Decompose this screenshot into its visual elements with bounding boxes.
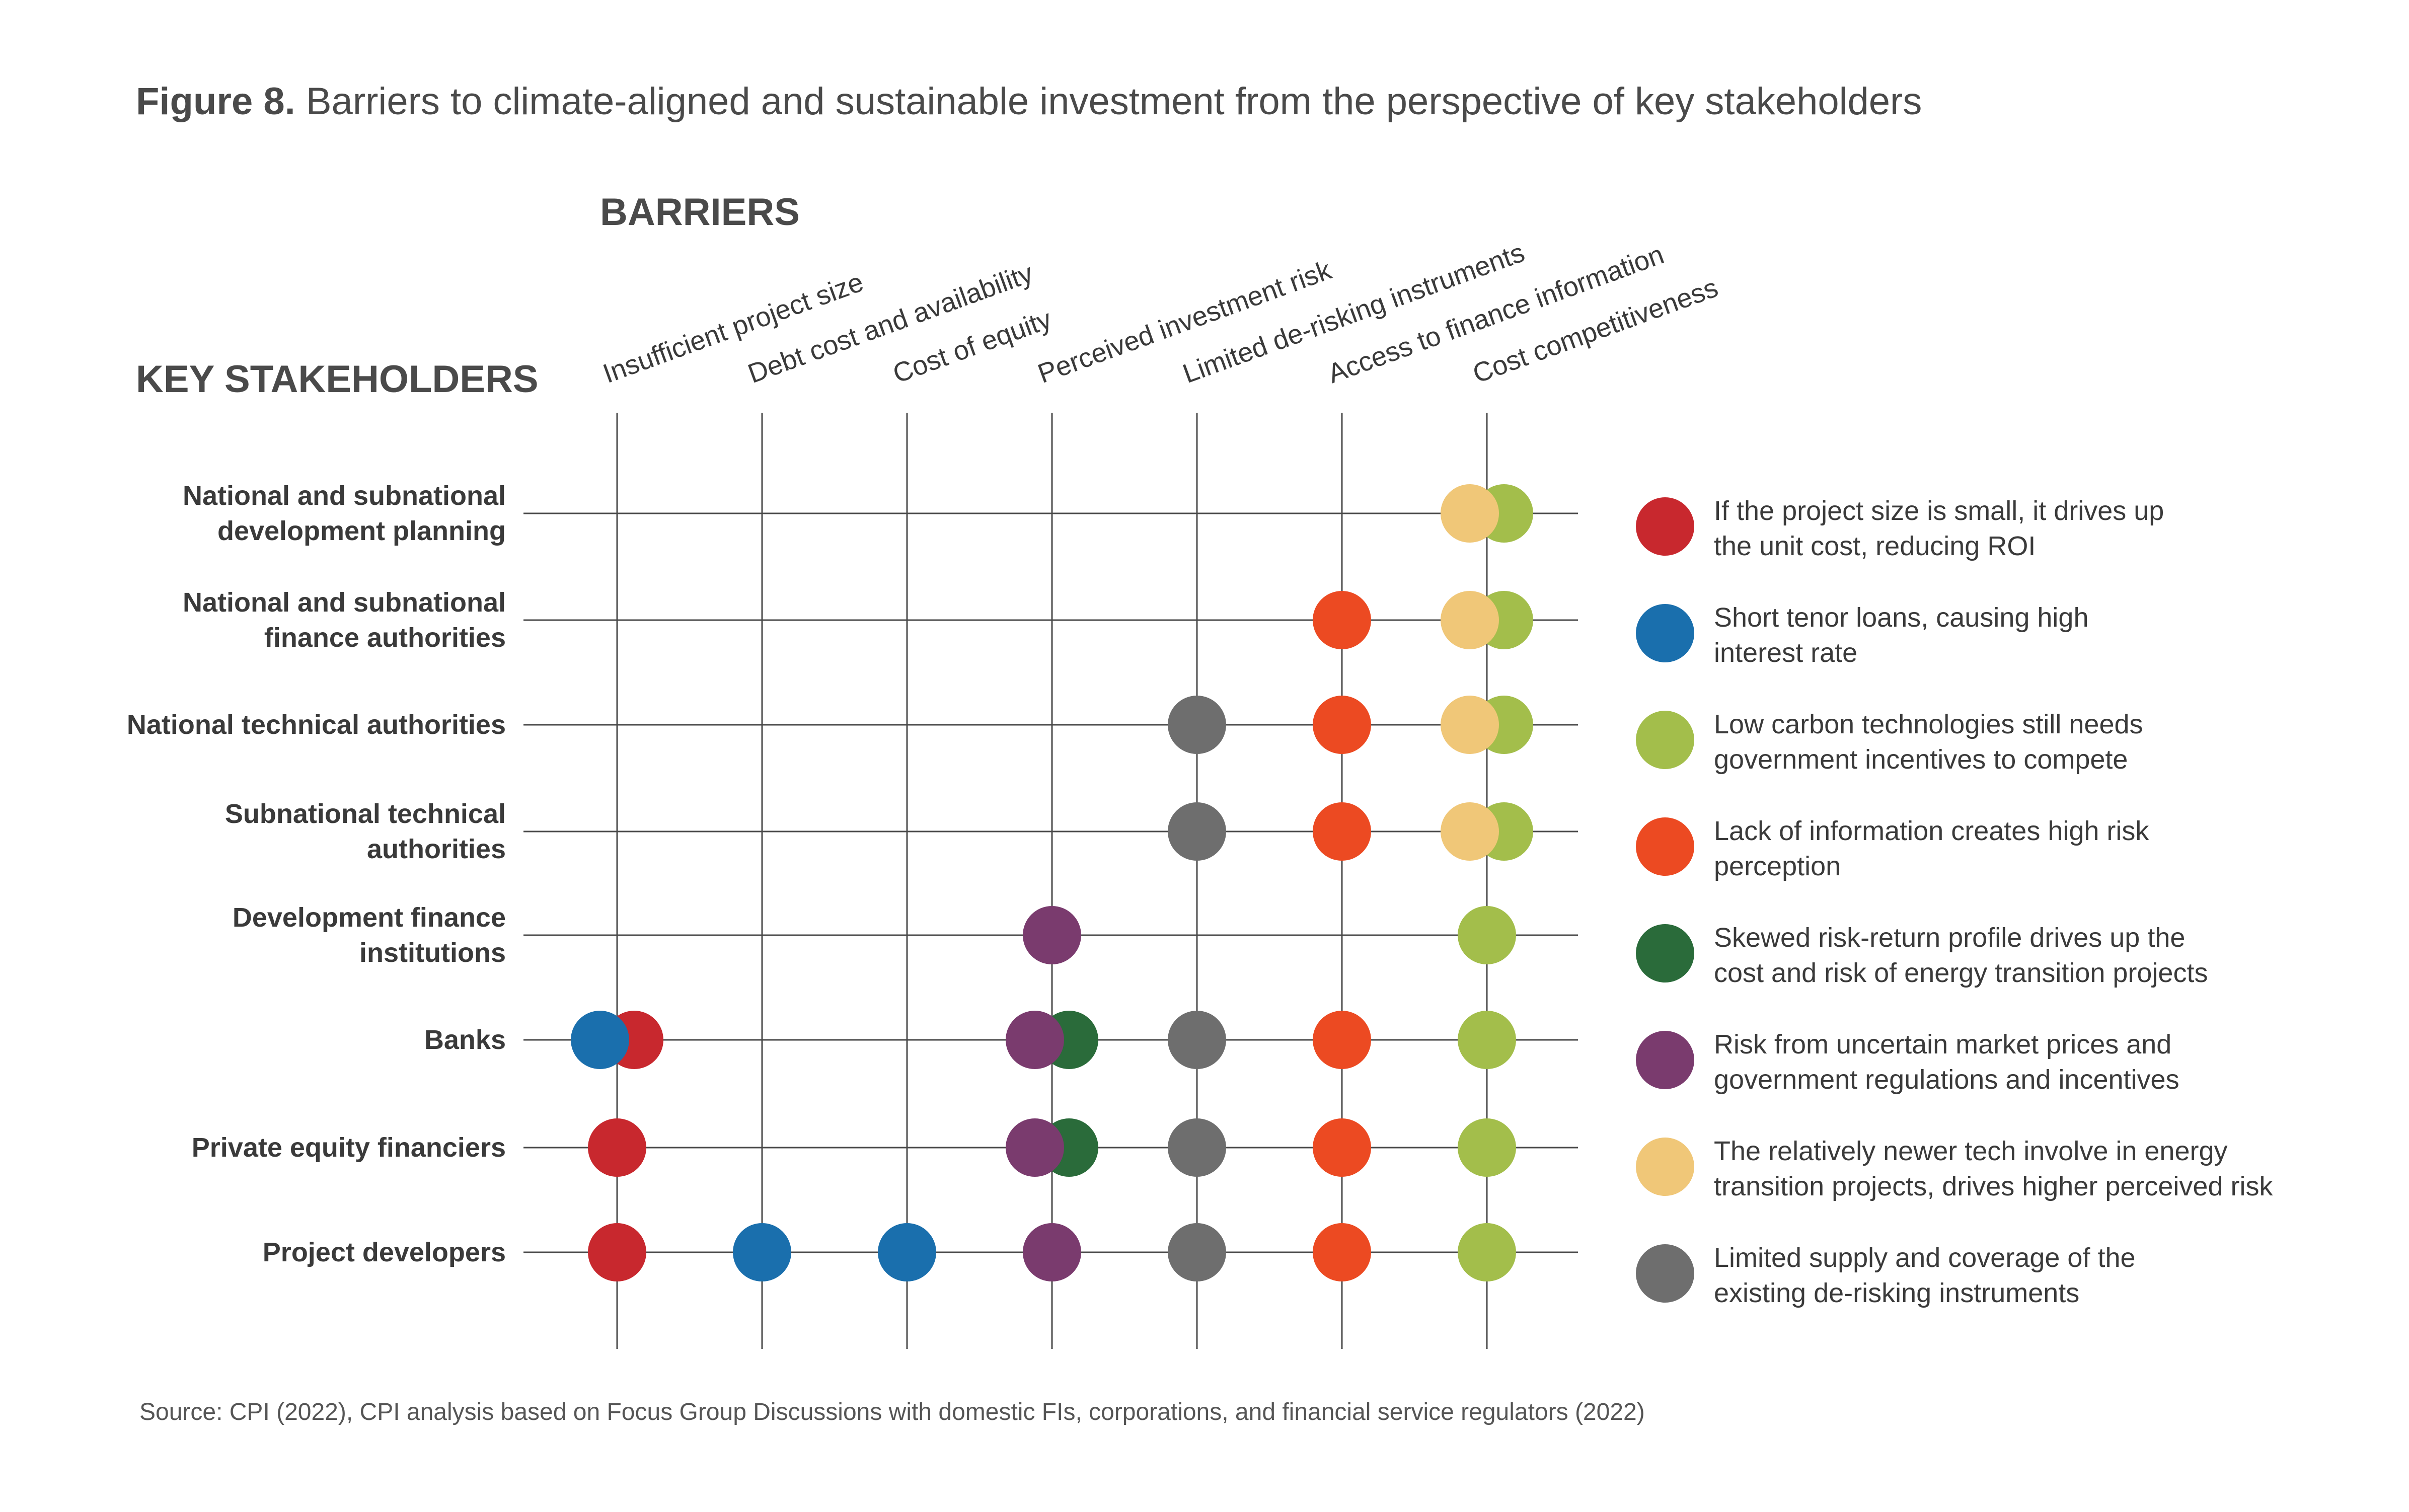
barrier-dot-orange — [1313, 1223, 1371, 1281]
barriers-heading: BARRIERS — [600, 191, 800, 234]
barrier-dot-red — [588, 1118, 646, 1177]
stakeholder-label: Project developers — [262, 1237, 506, 1267]
legend-item: If the project size is small, it drives … — [1636, 493, 2391, 574]
barrier-dot-blue — [733, 1223, 791, 1281]
barrier-dot-light-green — [1458, 1118, 1516, 1177]
barrier-dot-light-green — [1458, 1223, 1516, 1281]
barrier-dot-yellow — [1441, 696, 1499, 754]
barrier-dot-purple — [1006, 1118, 1064, 1177]
legend-text: Risk from uncertain market prices and go… — [1714, 1029, 2179, 1095]
barrier-dot-purple — [1023, 1223, 1081, 1281]
legend-item: Limited supply and coverage of the exist… — [1636, 1240, 2391, 1321]
barrier-dot-gray — [1168, 1118, 1226, 1177]
stakeholder-label: National technical authorities — [126, 710, 506, 740]
barrier-dot-yellow — [1441, 484, 1499, 543]
barrier-dot-light-green — [1458, 1011, 1516, 1069]
legend-item: Lack of information creates high risk pe… — [1636, 813, 2391, 894]
stakeholder-label: National and subnational development pla… — [182, 481, 506, 546]
barrier-dot-orange — [1313, 1011, 1371, 1069]
barrier-dot-purple — [1023, 906, 1081, 964]
stakeholder-label: Banks — [424, 1025, 506, 1055]
figure-label: Figure 8. — [136, 80, 295, 123]
legend-text: Lack of information creates high risk pe… — [1714, 816, 2149, 881]
legend-dot-dark-green — [1636, 924, 1694, 982]
barrier-dot-light-green — [1458, 906, 1516, 964]
legend-item: Short tenor loans, causing high interest… — [1636, 600, 2391, 681]
legend-dot-yellow — [1636, 1138, 1694, 1196]
stakeholder-label: Private equity financiers — [191, 1132, 506, 1163]
barrier-dot-yellow — [1441, 591, 1499, 649]
barrier-dot-gray — [1168, 1011, 1226, 1069]
legend-text: Short tenor loans, causing high interest… — [1714, 602, 2089, 668]
legend-text: If the project size is small, it drives … — [1714, 496, 2164, 561]
barrier-dot-red — [588, 1223, 646, 1281]
legend-item: Skewed risk-return profile drives up the… — [1636, 920, 2391, 1001]
barrier-dot-blue — [571, 1011, 629, 1069]
barrier-dot-orange — [1313, 696, 1371, 754]
barrier-dot-purple — [1006, 1011, 1064, 1069]
legend-dot-purple — [1636, 1031, 1694, 1089]
legend-item: Risk from uncertain market prices and go… — [1636, 1027, 2391, 1107]
legend-dot-light-green — [1636, 711, 1694, 769]
legend-dot-red — [1636, 497, 1694, 556]
stakeholder-label: National and subnational finance authori… — [182, 587, 506, 653]
legend-dot-gray — [1636, 1244, 1694, 1303]
source-note: Source: CPI (2022), CPI analysis based o… — [139, 1399, 1645, 1425]
barrier-dot-gray — [1168, 696, 1226, 754]
figure-title: Figure 8. Barriers to climate-aligned an… — [136, 80, 1922, 123]
barrier-dot-gray — [1168, 1223, 1226, 1281]
legend-dot-orange — [1636, 817, 1694, 876]
barrier-dot-orange — [1313, 1118, 1371, 1177]
legend-item: Low carbon technologies still needs gove… — [1636, 707, 2391, 787]
legend-text: Skewed risk-return profile drives up the… — [1714, 923, 2208, 988]
legend-text: The relatively newer tech involve in ene… — [1714, 1136, 2273, 1201]
legend-text: Low carbon technologies still needs gove… — [1714, 709, 2143, 775]
barrier-dot-orange — [1313, 802, 1371, 861]
barrier-dot-yellow — [1441, 802, 1499, 861]
legend-item: The relatively newer tech involve in ene… — [1636, 1133, 2391, 1214]
barrier-dot-gray — [1168, 802, 1226, 861]
stakeholders-heading: KEY STAKEHOLDERS — [136, 358, 539, 401]
barrier-dot-blue — [878, 1223, 936, 1281]
figure-title-text: Barriers to climate-aligned and sustaina… — [306, 80, 1922, 123]
stakeholder-label: Development finance institutions — [232, 902, 506, 968]
legend-text: Limited supply and coverage of the exist… — [1714, 1243, 2136, 1308]
barrier-dot-orange — [1313, 591, 1371, 649]
legend-dot-blue — [1636, 604, 1694, 662]
stakeholder-label: Subnational technical authorities — [224, 799, 506, 864]
